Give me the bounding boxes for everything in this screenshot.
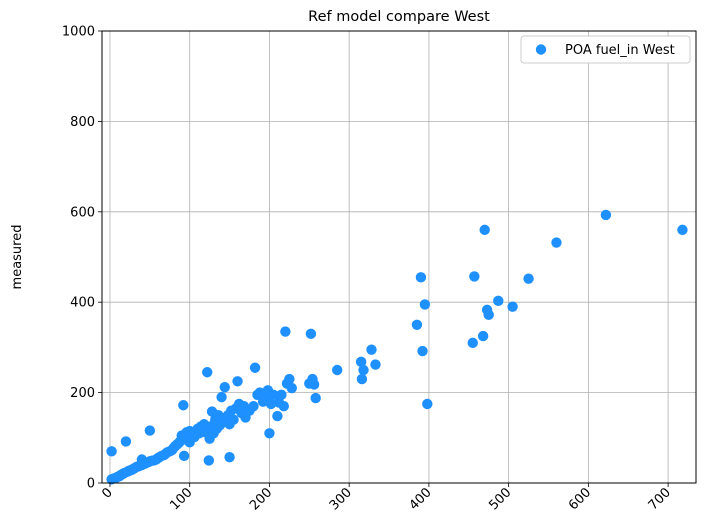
data-point <box>203 455 215 466</box>
x-tick-label: 700 <box>646 485 674 513</box>
data-points <box>106 209 688 485</box>
data-point <box>276 389 287 401</box>
data-point <box>523 273 534 284</box>
legend-label: POA fuel_in West <box>565 43 675 58</box>
data-point <box>305 328 317 340</box>
data-point <box>280 326 291 337</box>
data-point <box>366 344 377 355</box>
data-point <box>265 398 277 410</box>
data-point <box>284 373 295 385</box>
legend-marker <box>535 44 547 55</box>
data-point <box>411 319 423 330</box>
y-axis-label: measured <box>10 225 25 290</box>
data-point <box>178 450 190 462</box>
data-point <box>469 271 480 282</box>
data-point <box>224 452 235 463</box>
data-point <box>355 356 367 368</box>
data-point <box>358 364 369 376</box>
legend-box <box>520 35 691 64</box>
data-point <box>216 391 227 403</box>
data-point <box>264 428 275 439</box>
grid-lines <box>102 30 696 484</box>
y-tick-label: 0 <box>87 477 95 492</box>
chart-title: Ref model compare West <box>308 9 490 25</box>
data-point <box>308 379 320 390</box>
data-point <box>417 345 428 357</box>
data-point <box>219 381 230 393</box>
data-point <box>479 224 490 236</box>
data-point <box>249 362 261 373</box>
data-point <box>278 400 289 412</box>
data-point <box>600 209 612 221</box>
legend: POA fuel_in West <box>520 35 691 64</box>
y-tick-label: 200 <box>70 386 95 401</box>
data-point <box>310 392 321 404</box>
data-point <box>370 359 381 370</box>
plot-frame <box>101 30 697 484</box>
data-point <box>467 337 478 349</box>
data-point <box>677 224 688 236</box>
data-point <box>144 425 156 436</box>
data-point <box>268 389 279 401</box>
x-tick-label: 500 <box>486 485 514 513</box>
y-tick-label: 400 <box>70 296 95 311</box>
x-tick-label: 300 <box>327 485 355 513</box>
data-point <box>551 237 562 248</box>
data-point <box>507 301 518 312</box>
data-point <box>202 367 213 378</box>
data-point <box>332 364 343 376</box>
data-point <box>493 295 504 307</box>
data-point <box>178 400 189 411</box>
data-point <box>419 299 431 310</box>
x-tick-label: 0 <box>99 485 115 501</box>
x-tick-label: 100 <box>167 485 195 513</box>
y-tick-label: 800 <box>70 115 95 130</box>
data-point <box>272 410 283 422</box>
data-point <box>356 373 368 385</box>
x-tick-label: 400 <box>407 485 435 513</box>
x-tick-label: 200 <box>247 485 275 513</box>
data-point <box>228 414 239 425</box>
data-point <box>286 382 297 394</box>
y-axis-ticks: 0 200 400 600 800 1000 <box>62 25 102 492</box>
x-tick-label: 600 <box>566 485 594 513</box>
data-point <box>477 330 489 342</box>
data-point <box>120 436 132 447</box>
data-point <box>422 398 433 410</box>
y-tick-label: 1000 <box>62 25 95 40</box>
data-point <box>248 400 259 412</box>
data-point <box>483 309 494 321</box>
data-point <box>232 376 243 387</box>
x-axis-ticks: 0 100 200 300 400 500 600 700 <box>99 483 674 513</box>
data-point <box>415 272 427 283</box>
data-point <box>106 446 117 457</box>
y-tick-label: 600 <box>70 205 95 220</box>
